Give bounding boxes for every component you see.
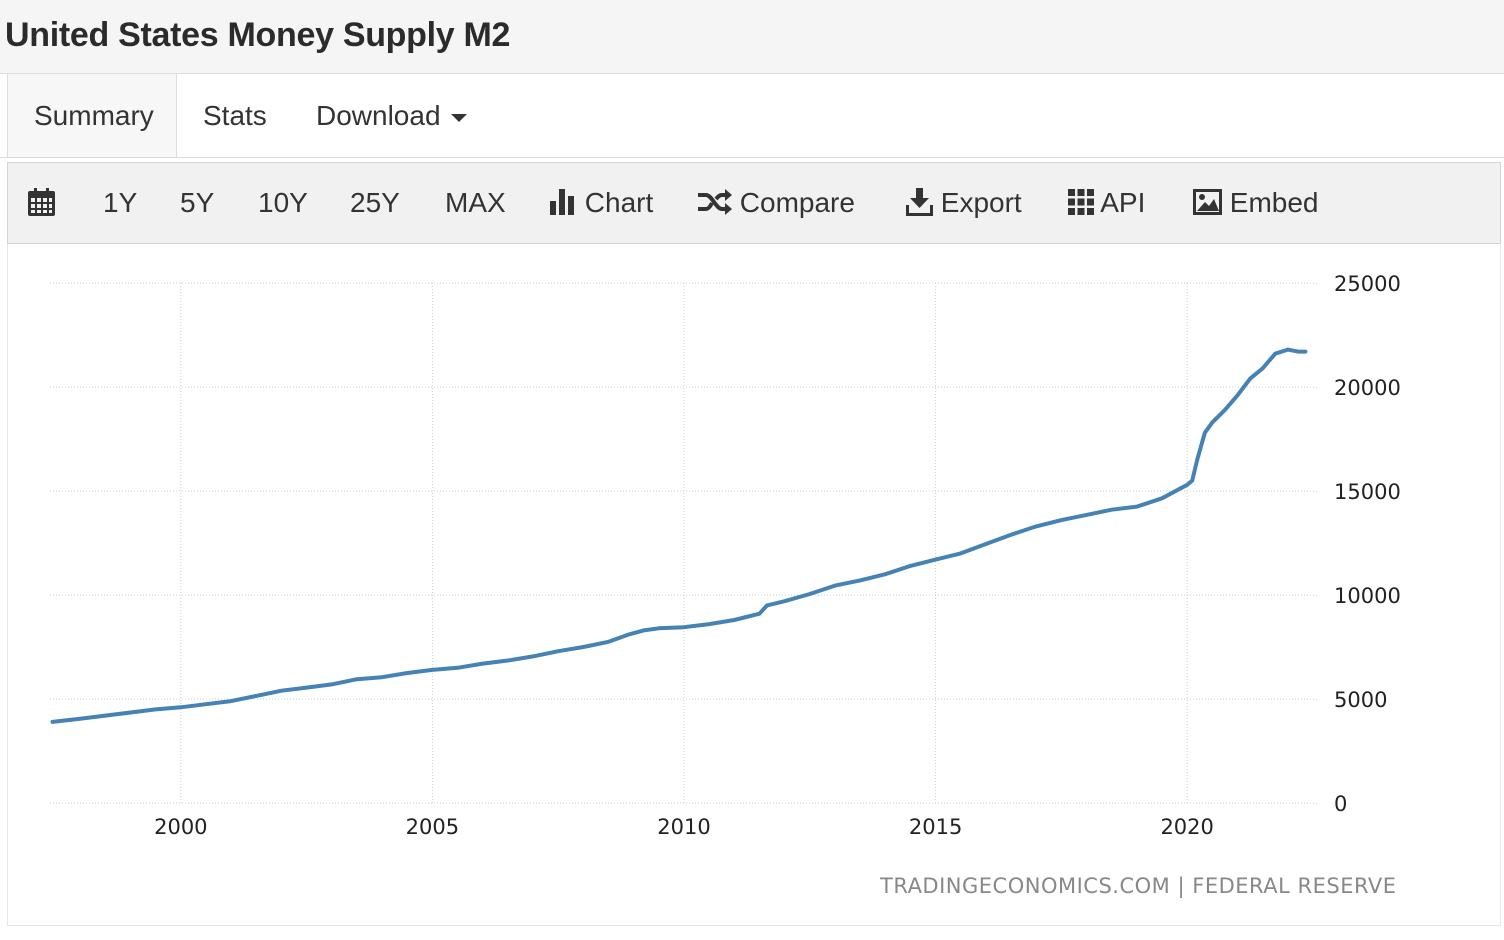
y-tick-label: 10000 xyxy=(1334,584,1401,608)
source-separator: | xyxy=(1177,874,1186,898)
source-credit: TRADINGECONOMICS.COM | FEDERAL RESERVE xyxy=(880,874,1397,898)
x-tick-label: 2015 xyxy=(909,815,962,839)
export-button[interactable]: Export xyxy=(905,163,1022,243)
calendar-button[interactable] xyxy=(28,163,55,243)
series-line[interactable] xyxy=(50,347,1308,724)
tab-download[interactable]: Download xyxy=(316,74,467,158)
chart-toolbar: 1Y 5Y 10Y 25Y MAX Chart Compare Export xyxy=(7,162,1501,244)
tab-summary-label: Summary xyxy=(34,100,154,131)
x-tick-label: 2005 xyxy=(406,815,459,839)
image-icon xyxy=(1193,188,1222,215)
grid-lines xyxy=(50,282,1318,804)
y-tick-label: 25000 xyxy=(1334,272,1401,296)
range-1y-button[interactable]: 1Y xyxy=(103,187,138,218)
page-title: United States Money Supply M2 xyxy=(5,16,511,54)
y-tick-label: 0 xyxy=(1334,792,1347,816)
y-tick-label: 20000 xyxy=(1334,376,1401,400)
x-tick-label: 2000 xyxy=(154,815,207,839)
shuffle-icon xyxy=(698,188,732,215)
caret-down-icon xyxy=(450,113,467,122)
range-max-button[interactable]: MAX xyxy=(445,187,506,218)
x-tick-label: 2010 xyxy=(657,815,710,839)
embed-label: Embed xyxy=(1229,187,1319,218)
grid-icon xyxy=(1068,188,1094,215)
tab-bar: Summary Stats Download xyxy=(0,74,1504,158)
tab-download-label: Download xyxy=(316,100,441,131)
compare-label: Compare xyxy=(739,187,855,218)
tab-stats[interactable]: Stats xyxy=(203,74,267,158)
x-tick-label: 2020 xyxy=(1160,815,1213,839)
source-site[interactable]: TRADINGECONOMICS.COM xyxy=(880,874,1171,898)
export-label: Export xyxy=(940,187,1022,218)
y-tick-label: 5000 xyxy=(1334,688,1387,712)
compare-button[interactable]: Compare xyxy=(698,163,855,243)
tick-labels: 0 5000 10000 15000 20000 25000 2000 2005 2010 201… xyxy=(154,272,1401,839)
download-icon xyxy=(905,187,934,217)
embed-button[interactable]: Embed xyxy=(1193,163,1319,243)
api-button[interactable]: API xyxy=(1068,163,1145,243)
tab-stats-label: Stats xyxy=(203,100,267,131)
y-tick-label: 15000 xyxy=(1334,480,1401,504)
bar-chart-icon xyxy=(550,188,574,215)
range-10y-button[interactable]: 10Y xyxy=(258,187,308,218)
source-provider[interactable]: FEDERAL RESERVE xyxy=(1192,874,1397,898)
range-5y-button[interactable]: 5Y xyxy=(180,187,215,218)
tab-summary[interactable]: Summary xyxy=(7,74,177,157)
chart-type-label: Chart xyxy=(584,187,654,218)
series-layer xyxy=(50,347,1308,724)
chart-area xyxy=(7,244,1501,926)
range-25y-button[interactable]: 25Y xyxy=(350,187,400,218)
api-label: API xyxy=(1100,187,1146,218)
calendar-icon xyxy=(28,187,55,216)
chart-type-button[interactable]: Chart xyxy=(550,163,653,243)
title-bar: United States Money Supply M2 xyxy=(0,0,1504,74)
